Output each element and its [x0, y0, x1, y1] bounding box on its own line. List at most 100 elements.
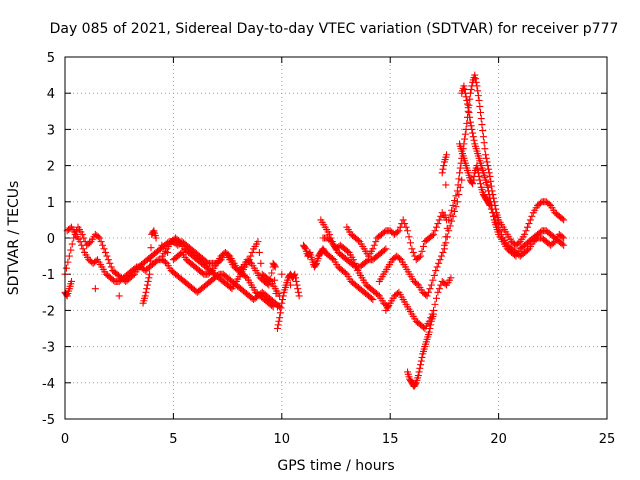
data-point: [430, 271, 438, 279]
data-point: [411, 380, 419, 388]
data-point: [473, 162, 481, 170]
data-point: [254, 238, 262, 246]
data-point: [479, 133, 487, 141]
data-point: [78, 241, 86, 249]
data-point: [149, 228, 157, 236]
data-point: [426, 325, 434, 332]
data-point: [94, 233, 102, 241]
data-point: [145, 274, 153, 282]
y-tick-label: 1: [47, 196, 55, 211]
data-point: [295, 292, 303, 300]
data-point: [475, 172, 483, 180]
data-point: [68, 240, 76, 248]
data-point: [490, 212, 498, 220]
data-point: [467, 86, 475, 94]
data-point: [480, 139, 488, 147]
data-point: [558, 233, 566, 241]
data-point: [456, 164, 464, 172]
series-track-6: [299, 241, 377, 304]
data-point: [417, 361, 425, 369]
data-point: [462, 93, 470, 101]
y-tick-label: 0: [47, 232, 55, 247]
data-point: [448, 217, 456, 225]
data-point: [560, 241, 568, 249]
data-point: [64, 258, 72, 266]
series-track-13: [438, 71, 568, 249]
data-point: [524, 246, 532, 254]
data-point: [62, 264, 70, 272]
data-point: [515, 239, 523, 247]
data-point: [449, 201, 457, 209]
data-point: [146, 257, 154, 265]
data-point: [464, 100, 472, 108]
data-point: [474, 92, 482, 100]
data-point: [425, 328, 433, 336]
data-point: [537, 199, 545, 207]
data-point: [472, 78, 480, 86]
data-point: [352, 263, 360, 271]
data-point: [431, 300, 439, 308]
data-point: [428, 232, 436, 240]
data-point: [275, 317, 283, 325]
data-point: [257, 259, 265, 267]
data-point: [493, 220, 501, 228]
data-point: [273, 303, 281, 311]
y-tick-labels: -5 -4 -3 -2 -1 0 1 2 3 4 5: [42, 51, 55, 428]
data-point: [477, 109, 485, 117]
data-point: [66, 224, 74, 232]
x-tick-label: 20: [490, 432, 507, 447]
data-point: [325, 230, 333, 238]
data-point: [461, 135, 469, 143]
data-point: [354, 236, 362, 244]
data-point: [482, 151, 490, 159]
data-point: [474, 165, 482, 173]
data-point: [369, 296, 377, 304]
data-point: [528, 212, 536, 220]
data-point: [526, 216, 534, 224]
y-tick-label: 3: [47, 123, 55, 138]
data-point: [427, 321, 435, 329]
data-point: [453, 187, 461, 195]
data-point: [478, 121, 486, 129]
data-point: [220, 250, 228, 258]
data-point: [380, 228, 388, 236]
data-point: [97, 238, 105, 246]
data-point: [473, 82, 481, 90]
data-point: [341, 269, 349, 277]
data-point: [419, 242, 427, 250]
data-point: [103, 252, 111, 260]
data-point: [293, 281, 301, 289]
data-point: [439, 248, 447, 256]
data-point: [67, 246, 75, 254]
series-track-11: [382, 274, 455, 332]
data-point: [242, 273, 250, 281]
data-point: [441, 280, 449, 288]
data-point: [107, 263, 115, 271]
data-point: [266, 276, 274, 284]
data-point: [477, 115, 485, 123]
x-tick-label: 0: [61, 432, 69, 447]
data-point: [276, 309, 284, 317]
data-point: [291, 270, 299, 278]
data-point: [152, 234, 160, 242]
data-point: [268, 269, 276, 277]
data-point: [423, 292, 431, 300]
data-point: [427, 281, 435, 289]
data-point: [404, 227, 412, 235]
data-point: [434, 220, 442, 228]
data-point: [161, 258, 169, 266]
data-point: [442, 181, 450, 189]
data-point: [393, 228, 401, 236]
data-point: [487, 205, 495, 213]
data-point: [292, 274, 300, 282]
series-track-12: [404, 310, 438, 390]
data-point: [452, 203, 460, 211]
data-point: [476, 176, 484, 184]
data-point: [558, 215, 566, 223]
data-point: [349, 256, 357, 264]
data-point: [408, 245, 416, 253]
data-point: [382, 245, 390, 253]
data-point: [286, 281, 294, 289]
data-point: [454, 181, 462, 189]
data-point: [484, 187, 492, 195]
